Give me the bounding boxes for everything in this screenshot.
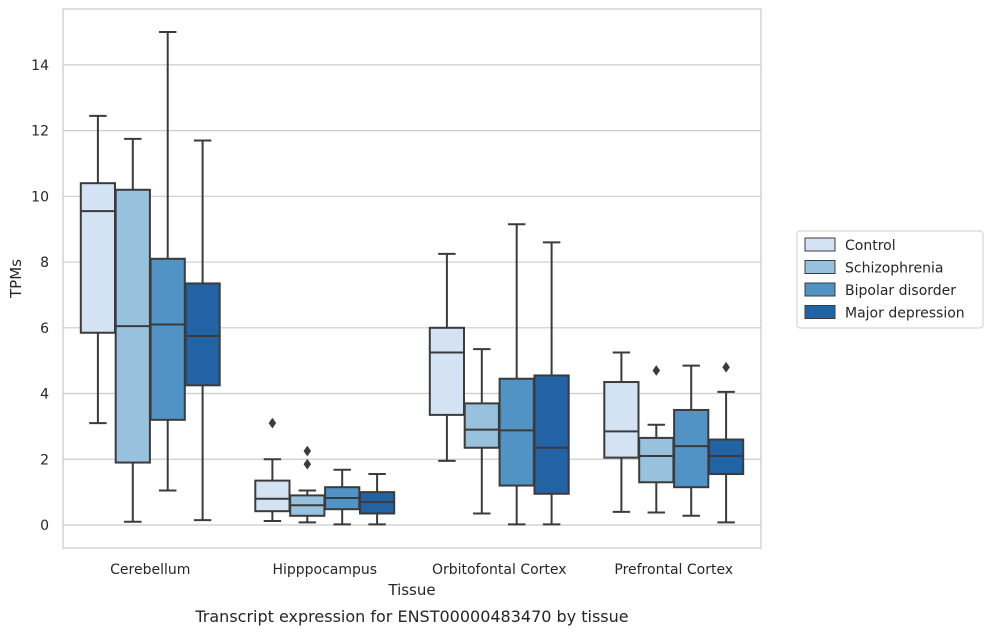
y-tick-label-0: 0 — [40, 518, 49, 534]
x-tick-label: Hipppocampus — [272, 562, 377, 578]
legend-items: Control Schizophrenia Bipolar disorder Majo… — [804, 237, 965, 322]
box-control-2 — [428, 252, 466, 462]
x-tick-label: Orbitofontal Cortex — [432, 562, 567, 578]
x-axis-label: Tissue — [387, 581, 435, 599]
box-control-0 — [79, 114, 117, 425]
y-tick-label-4: 4 — [40, 387, 49, 403]
legend-label: Major depression — [845, 306, 965, 322]
legend-label: Bipolar disorder — [845, 283, 956, 299]
legend-item-major-depression: Major depression — [804, 305, 965, 322]
x-tick-labels: Cerebellum Hipppocampus Orbitofontal Corte… — [110, 562, 733, 578]
box-body — [149, 257, 186, 421]
y-tick-labels: 0 2 4 6 8 10 12 14 — [31, 58, 49, 534]
y-tick-label-2: 2 — [40, 452, 49, 468]
box-schizophrenia-2 — [463, 348, 500, 515]
box-schizophrenia-0 — [114, 137, 151, 523]
box-major-depression-3 — [707, 361, 745, 524]
box-body — [603, 381, 640, 459]
box-body — [184, 282, 221, 387]
outlier-point — [722, 361, 730, 373]
plot-frame — [62, 8, 762, 549]
legend-swatch — [804, 305, 836, 319]
legend-swatch — [804, 260, 836, 274]
legend-item-bipolar-disorder: Bipolar disorder — [804, 282, 956, 299]
legend-label: Control — [845, 238, 896, 254]
box-schizophrenia-1 — [289, 445, 326, 524]
box-body — [428, 326, 466, 416]
y-tick-label-12: 12 — [31, 124, 49, 140]
box-major-depression-0 — [184, 139, 221, 522]
legend: Control Schizophrenia Bipolar disorder Majo… — [796, 230, 984, 329]
legend-swatch — [804, 237, 836, 252]
box-control-1 — [254, 417, 291, 523]
x-tick-label: Cerebellum — [110, 562, 190, 578]
y-tick-label-14: 14 — [31, 58, 49, 74]
y-tick-label-8: 8 — [40, 255, 49, 271]
legend-item-control: Control — [804, 237, 896, 254]
x-tick-label: Prefrontal Cortex — [614, 562, 733, 578]
box-bipolar-disorder-3 — [673, 364, 710, 517]
box-body — [638, 436, 675, 484]
box-body — [463, 402, 500, 449]
box-bipolar-disorder-1 — [324, 468, 361, 526]
box-control-3 — [603, 351, 640, 513]
outlier-point — [303, 458, 312, 470]
box-body — [673, 408, 710, 489]
y-tick-label-10: 10 — [31, 189, 49, 205]
box-bipolar-disorder-2 — [498, 223, 535, 526]
legend-item-schizophrenia: Schizophrenia — [804, 260, 943, 277]
box-bipolar-disorder-0 — [149, 31, 186, 492]
box-major-depression-2 — [533, 241, 570, 526]
box-body — [498, 377, 535, 487]
legend-frame — [796, 230, 984, 329]
box-body — [254, 479, 291, 513]
box-schizophrenia-3 — [638, 365, 675, 514]
y-tick-label-6: 6 — [40, 321, 49, 337]
box-body — [533, 374, 570, 495]
box-body — [79, 182, 117, 334]
outlier-point — [652, 365, 661, 376]
outlier-point — [303, 445, 312, 457]
chart-title: Transcript expression for ENST0000048347… — [194, 607, 628, 626]
box-series-layer — [79, 31, 745, 526]
outlier-point — [268, 417, 277, 429]
y-axis-label: TPMs — [7, 259, 25, 299]
box-major-depression-1 — [358, 473, 396, 526]
legend-label: Schizophrenia — [845, 261, 943, 277]
legend-swatch — [804, 282, 836, 297]
